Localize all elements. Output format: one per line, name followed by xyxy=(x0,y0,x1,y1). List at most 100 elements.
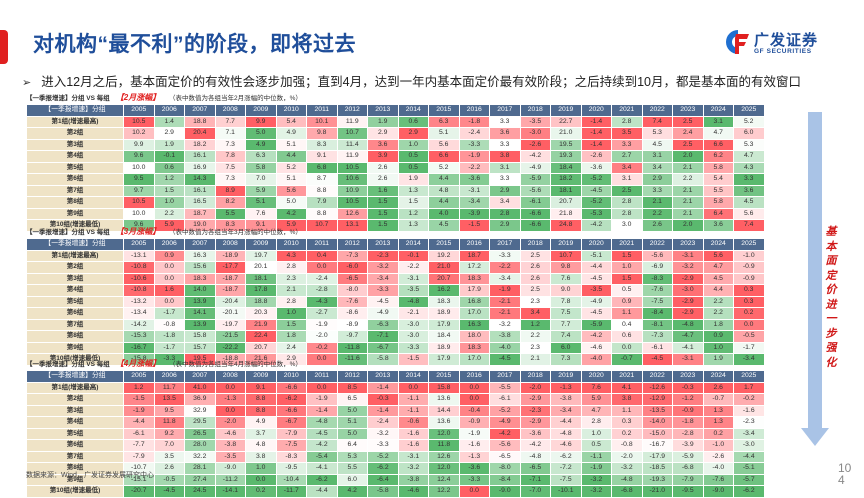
table-row: 第1组(增速最高) 1.2 11.7 41.0 0.0 9.1 -6.6 0.0 8.5 -1.4… xyxy=(26,381,765,394)
value-cell: -0.2 xyxy=(306,341,338,354)
value-cell: 9.5 xyxy=(153,404,185,417)
year-column-header: 2023 xyxy=(672,238,704,251)
page-title: 对机构“最不利”的阶段，即将过去 xyxy=(33,33,356,56)
value-cell: 2.2 xyxy=(153,207,185,220)
year-column-header: 2019 xyxy=(550,370,582,383)
value-cell: 0.3 xyxy=(611,416,643,429)
value-cell: -1.4 xyxy=(580,115,612,128)
value-cell: 4.4 xyxy=(428,196,460,209)
value-cell: -5.8 xyxy=(367,485,399,498)
value-cell: -0.8 xyxy=(153,318,185,331)
group-label: 第4组 xyxy=(26,150,124,163)
year-column-header: 2015 xyxy=(428,104,460,117)
value-cell: 3.6 xyxy=(733,184,765,197)
value-cell: 7.0 xyxy=(153,439,185,452)
value-cell: -1.4 xyxy=(580,127,612,140)
value-cell: -3.6 xyxy=(458,462,490,475)
value-cell: 5.8 xyxy=(245,161,277,174)
table-row: 第2组 10.2 2.9 20.4 7.1 5.0 4.9 9.8 10.7 2.9 2.9 5.1-… xyxy=(26,127,765,140)
value-cell: 10.7 xyxy=(550,249,582,262)
value-cell: -7.9 xyxy=(672,473,704,486)
value-cell: 7.3 xyxy=(214,138,246,151)
value-cell: 18.8 xyxy=(184,115,216,128)
value-cell: 1.3 xyxy=(702,416,734,429)
value-cell: 21.0 xyxy=(428,261,460,274)
value-cell: 11.8 xyxy=(153,416,185,429)
group-label: 第1组(增速最高) xyxy=(26,381,124,394)
value-cell: 7.4 xyxy=(550,330,582,343)
value-cell: 18.3 xyxy=(458,341,490,354)
value-cell: -2.3 xyxy=(367,249,399,262)
value-cell: -2.9 xyxy=(672,295,704,308)
value-cell: 4.4 xyxy=(428,173,460,186)
value-cell: -1.8 xyxy=(672,416,704,429)
value-cell: -7.5 xyxy=(275,439,307,452)
value-cell: -2.2 xyxy=(458,161,490,174)
side-annotation: 基本面定价进一步强化 xyxy=(825,226,837,369)
value-cell: 5.5 xyxy=(336,462,368,475)
value-cell: -0.1 xyxy=(153,150,185,163)
value-cell: 1.2 xyxy=(153,173,185,186)
value-cell: -3.5 xyxy=(580,284,612,297)
value-cell: 15.6 xyxy=(184,261,216,274)
value-cell: -8.0 xyxy=(336,284,368,297)
group-label: 第9组 xyxy=(26,341,124,354)
value-cell: 41.0 xyxy=(184,381,216,394)
value-cell: 3.1 xyxy=(611,173,643,186)
value-cell: -2.7 xyxy=(306,307,338,320)
value-cell: 3.3 xyxy=(489,173,521,186)
value-cell: 1.4 xyxy=(153,115,185,128)
value-cell: 13.1 xyxy=(336,219,368,232)
caption-note: （表中数值为各组当年3月涨幅的中位数，%） xyxy=(172,229,302,236)
year-column-header: 2011 xyxy=(306,370,338,383)
value-cell: -3.3 xyxy=(458,473,490,486)
value-cell: 4.2 xyxy=(275,207,307,220)
value-cell: 1.1 xyxy=(611,307,643,320)
value-cell: -6.5 xyxy=(336,272,368,285)
value-cell: 13.9 xyxy=(184,318,216,331)
value-cell: 17.2 xyxy=(458,261,490,274)
value-cell: -4.2 xyxy=(580,219,612,232)
value-cell: -3.2 xyxy=(367,427,399,440)
value-cell: 18.9 xyxy=(428,341,460,354)
value-cell: 2.2 xyxy=(641,207,673,220)
value-cell: -19.3 xyxy=(641,473,673,486)
year-column-header: 2024 xyxy=(702,238,734,251)
value-cell: 10.5 xyxy=(123,115,155,128)
value-cell: -14.1 xyxy=(214,485,246,498)
value-cell: 5.1 xyxy=(245,196,277,209)
value-cell: -8.3 xyxy=(275,450,307,463)
year-column-header: 2005 xyxy=(123,238,155,251)
value-cell: 0.0 xyxy=(458,381,490,394)
value-cell: 4.7 xyxy=(733,150,765,163)
value-cell: -1.5 xyxy=(458,219,490,232)
year-column-header: 2022 xyxy=(641,370,673,383)
value-cell: 2.1 xyxy=(672,196,704,209)
value-cell: -4.4 xyxy=(306,485,338,498)
table-row: 第1组(增速最高) -13.1 0.9 16.3 -18.9 19.7 4.3 0.4 -7.3… xyxy=(26,249,765,262)
value-cell: -0.3 xyxy=(367,393,399,406)
value-cell: -6.2 xyxy=(306,473,338,486)
value-cell: 5.5 xyxy=(214,207,246,220)
year-column-header: 2008 xyxy=(214,104,246,117)
value-cell: -4.5 xyxy=(580,272,612,285)
value-cell: 5.2 xyxy=(428,161,460,174)
value-cell: -2.3 xyxy=(733,416,765,429)
value-cell: -6.0 xyxy=(336,261,368,274)
value-cell: -4.2 xyxy=(519,439,551,452)
group-label: 第2组 xyxy=(26,393,124,406)
value-cell: 6.8 xyxy=(306,161,338,174)
year-column-header: 2023 xyxy=(672,104,704,117)
value-cell: 7.6 xyxy=(580,381,612,394)
value-cell: 0.0 xyxy=(153,261,185,274)
value-cell: -1.5 xyxy=(123,393,155,406)
value-cell: -18.9 xyxy=(214,249,246,262)
value-cell: -1.4 xyxy=(306,404,338,417)
value-cell: -4.8 xyxy=(306,416,338,429)
value-cell: 28.1 xyxy=(184,462,216,475)
value-cell: 0.2 xyxy=(733,307,765,320)
gf-logo-icon xyxy=(726,30,749,54)
value-cell: 6.0 xyxy=(550,341,582,354)
value-cell: -3.5 xyxy=(397,284,429,297)
value-cell: 17.8 xyxy=(245,284,277,297)
